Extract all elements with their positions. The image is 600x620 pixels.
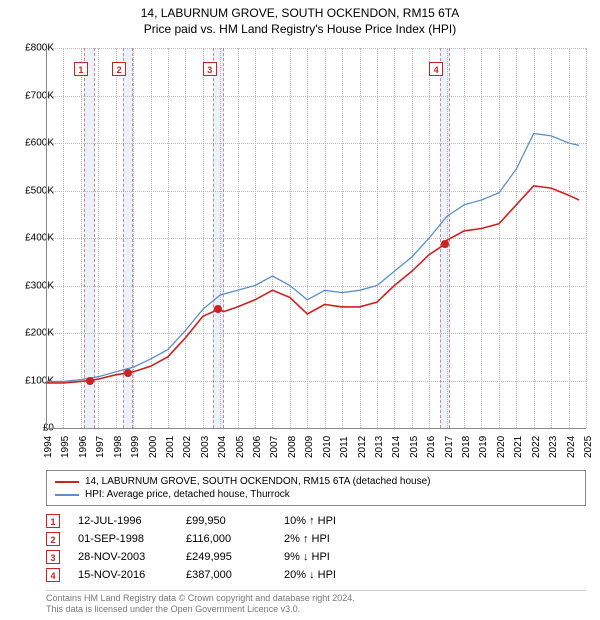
event-pct: 10% ↑ HPI — [284, 515, 374, 527]
event-price: £387,000 — [186, 569, 266, 581]
sale-dot — [441, 240, 449, 248]
event-pct: 2% ↑ HPI — [284, 533, 374, 545]
x-axis-label: 1997 — [95, 436, 106, 458]
event-row-marker: 2 — [46, 532, 60, 546]
x-axis-label: 2000 — [148, 436, 159, 458]
x-axis-label: 2007 — [269, 436, 280, 458]
x-axis-label: 2006 — [252, 436, 263, 458]
event-marker-box: 3 — [203, 62, 217, 76]
x-axis-label: 2001 — [165, 436, 176, 458]
event-row: 2 01-SEP-1998 £116,000 2% ↑ HPI — [46, 530, 586, 548]
event-row: 3 28-NOV-2003 £249,995 9% ↓ HPI — [46, 548, 586, 566]
chart-title-2: Price paid vs. HM Land Registry's House … — [0, 20, 600, 36]
footer-attribution: Contains HM Land Registry data © Crown c… — [46, 590, 586, 616]
legend-item: HPI: Average price, detached house, Thur… — [55, 488, 577, 501]
sale-dot — [86, 377, 94, 385]
event-row: 4 15-NOV-2016 £387,000 20% ↓ HPI — [46, 566, 586, 584]
x-axis-label: 2022 — [531, 436, 542, 458]
x-axis-label: 1998 — [113, 436, 124, 458]
event-price: £99,950 — [186, 515, 266, 527]
event-date: 15-NOV-2016 — [78, 569, 168, 581]
x-axis-label: 2012 — [357, 436, 368, 458]
x-axis-label: 2003 — [200, 436, 211, 458]
event-marker-box: 2 — [112, 62, 126, 76]
x-axis-label: 2015 — [409, 436, 420, 458]
x-axis-label: 1994 — [43, 436, 54, 458]
x-axis-label: 1999 — [130, 436, 141, 458]
x-axis-label: 2010 — [322, 436, 333, 458]
x-axis-label: 2008 — [287, 436, 298, 458]
legend-item: 14, LABURNUM GROVE, SOUTH OCKENDON, RM15… — [55, 475, 577, 488]
chart-title-1: 14, LABURNUM GROVE, SOUTH OCKENDON, RM15… — [0, 0, 600, 20]
x-axis-label: 2009 — [304, 436, 315, 458]
legend-swatch — [55, 481, 79, 483]
x-axis-label: 2021 — [513, 436, 524, 458]
event-row-marker: 4 — [46, 568, 60, 582]
x-axis-label: 1996 — [78, 436, 89, 458]
x-axis-label: 1995 — [60, 436, 71, 458]
event-date: 28-NOV-2003 — [78, 551, 168, 563]
event-row-marker: 1 — [46, 514, 60, 528]
x-axis-label: 2017 — [444, 436, 455, 458]
x-gridline — [586, 48, 587, 428]
x-axis-label: 2024 — [566, 436, 577, 458]
x-axis-label: 2014 — [391, 436, 402, 458]
sale-dot — [214, 305, 222, 313]
legend-label: HPI: Average price, detached house, Thur… — [85, 489, 290, 500]
event-row-marker: 3 — [46, 550, 60, 564]
event-pct: 9% ↓ HPI — [284, 551, 374, 563]
chart-container: { "title_line1": "14, LABURNUM GROVE, SO… — [0, 0, 600, 620]
event-date: 01-SEP-1998 — [78, 533, 168, 545]
event-pct: 20% ↓ HPI — [284, 569, 374, 581]
x-axis-label: 2005 — [235, 436, 246, 458]
x-axis-label: 2011 — [339, 436, 350, 458]
event-row: 1 12-JUL-1996 £99,950 10% ↑ HPI — [46, 512, 586, 530]
series-line — [46, 186, 579, 383]
series-line — [46, 134, 579, 382]
x-axis-label: 2002 — [182, 436, 193, 458]
legend: 14, LABURNUM GROVE, SOUTH OCKENDON, RM15… — [46, 470, 586, 506]
footer-line-2: This data is licensed under the Open Gov… — [46, 604, 586, 616]
x-axis-label: 2025 — [583, 436, 594, 458]
legend-swatch — [55, 494, 79, 496]
x-axis-line — [46, 428, 586, 429]
x-axis-label: 2023 — [548, 436, 559, 458]
footer-line-1: Contains HM Land Registry data © Crown c… — [46, 593, 586, 605]
sale-dot — [124, 369, 132, 377]
x-axis-label: 2020 — [496, 436, 507, 458]
x-axis-label: 2018 — [461, 436, 472, 458]
event-price: £249,995 — [186, 551, 266, 563]
events-table: 1 12-JUL-1996 £99,950 10% ↑ HPI 2 01-SEP-1998… — [46, 512, 586, 584]
event-date: 12-JUL-1996 — [78, 515, 168, 527]
x-axis-label: 2016 — [426, 436, 437, 458]
x-axis-label: 2004 — [217, 436, 228, 458]
x-axis-label: 2019 — [478, 436, 489, 458]
legend-label: 14, LABURNUM GROVE, SOUTH OCKENDON, RM15… — [85, 476, 430, 487]
event-marker-box: 4 — [429, 62, 443, 76]
event-marker-box: 1 — [74, 62, 88, 76]
x-axis-label: 2013 — [374, 436, 385, 458]
event-price: £116,000 — [186, 533, 266, 545]
